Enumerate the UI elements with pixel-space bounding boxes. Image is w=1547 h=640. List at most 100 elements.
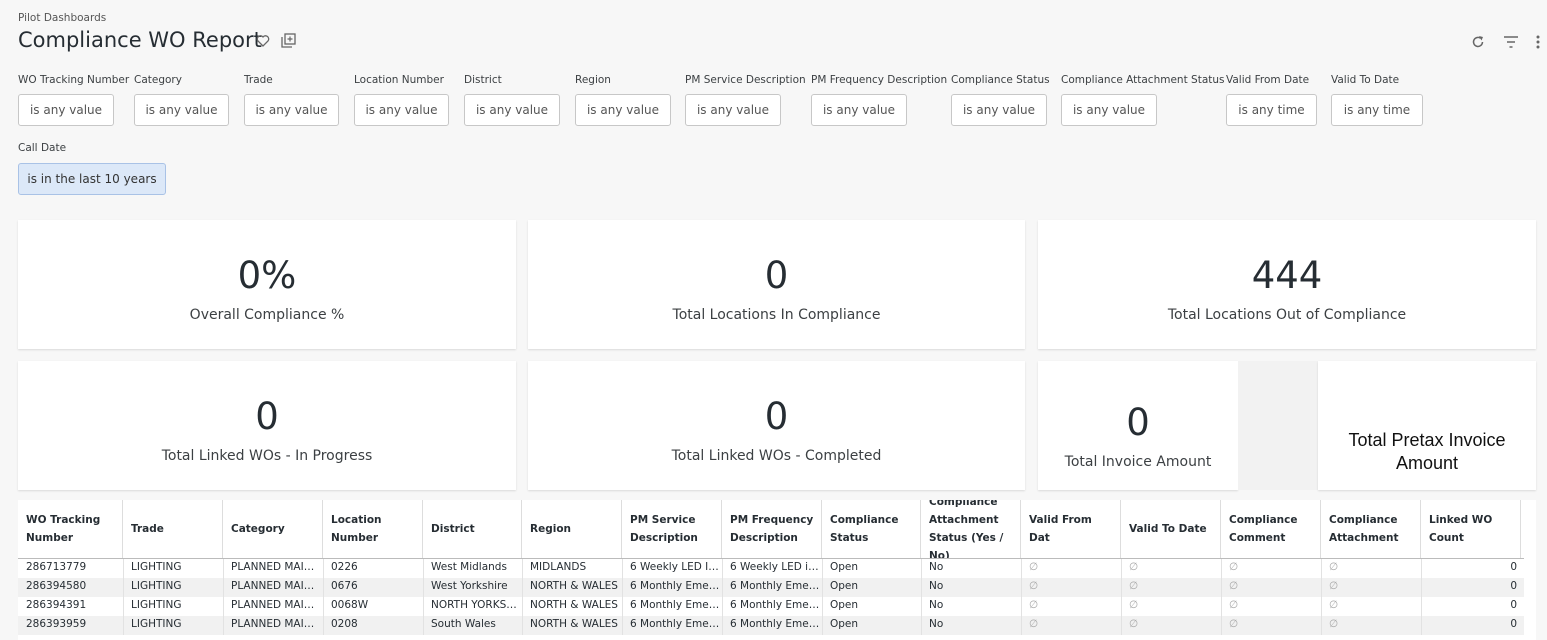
table-cell: Open [830,618,859,630]
column-header: Linked WO Count [1429,514,1493,544]
table-row[interactable] [18,559,1524,578]
table-row[interactable] [18,578,1524,597]
cell-border [822,578,823,597]
table-cell: ∅ [1229,561,1239,573]
cell-border [1421,597,1422,616]
cell-border [223,616,224,635]
filter-input[interactable]: is any value [464,94,560,126]
filter-input[interactable]: is any value [575,94,671,126]
tile-value: 0% [237,254,297,297]
filter-label: PM Frequency Description [811,74,948,86]
table-cell: NORTH YORKS… [431,599,517,611]
cell-border [1021,616,1022,635]
table-row[interactable] [18,597,1524,616]
cell-border [921,559,922,578]
filter-input[interactable]: is any value [811,94,907,126]
table-cell: ∅ [1129,618,1139,630]
table-header-cell[interactable]: Valid From Dat [1021,500,1121,558]
table-cell: 6 Weekly LED in… [730,561,822,573]
cell-border [1121,597,1122,616]
column-header: Region [530,523,572,535]
table-cell: 0 [1510,599,1517,611]
cell-border [622,559,623,578]
tile-label: Total Locations In Compliance [672,307,881,323]
tile-label: Total Locations Out of Compliance [1167,307,1407,323]
cell-border [822,616,823,635]
table: WO Tracking Number Trade Category Location … [18,500,1536,640]
cell-border [323,559,324,578]
table-cell: ∅ [1029,580,1039,592]
filter-label: Valid From Date [1226,74,1310,86]
table-cell: ∅ [1329,561,1339,573]
filter-label: Region [575,74,611,86]
more-icon[interactable] [1535,34,1541,50]
table-cell: 286394391 [26,599,87,611]
cell-border [1421,559,1422,578]
table-cell: ∅ [1329,618,1339,630]
table-cell: 0068W [331,599,369,611]
table-cell: PLANNED MAI… [231,618,315,630]
table-cell: West Yorkshire [431,580,508,592]
table-cell: 0 [1510,561,1517,573]
table-header-cell[interactable]: WO Tracking Number [18,500,123,558]
column-header: Compliance Attachment [1329,514,1399,544]
table-cell: ∅ [1029,618,1039,630]
cell-border [1021,559,1022,578]
table-header-cell[interactable]: Valid To Date [1121,500,1221,558]
column-header: WO Tracking Number [26,514,101,544]
cell-border [123,616,124,635]
table-cell: Open [830,561,859,573]
table-cell: LIGHTING [131,561,182,573]
table-header-cell[interactable]: Compliance Attachment Status (Yes / No) [921,500,1021,562]
tile-value: 0 [255,395,279,438]
table-header-cell[interactable]: Region [522,500,622,558]
tile: 0 Total Linked WOs - In Progress [18,361,516,490]
table-header-cell[interactable]: Compliance Status [822,500,921,558]
column-header: Location Number [331,514,382,544]
filter-input[interactable]: is any value [244,94,339,126]
refresh-icon[interactable] [1471,35,1485,49]
filter-input[interactable]: is any value [354,94,449,126]
tile: 0 Total Locations In Compliance [528,220,1025,349]
table-cell: 0208 [331,618,358,630]
filter-input[interactable]: is any time [1226,94,1317,126]
cell-border [1321,559,1322,578]
cell-border [423,559,424,578]
copy-icon[interactable] [281,33,296,48]
table-header-cell[interactable]: Compliance Comment [1221,500,1321,558]
filter-label: Compliance Status [951,74,1050,86]
table-header-cell[interactable]: PM Service Description [622,500,722,558]
cell-border [1021,597,1022,616]
table-header-cell[interactable]: Category [223,500,323,558]
table-cell: Open [830,580,859,592]
column-header: Compliance Attachment Status (Yes / No) [929,500,1004,562]
table-header-cell[interactable]: Location Number [323,500,423,558]
cell-border [622,597,623,616]
filter-input[interactable]: is any value [1061,94,1157,126]
tile [1238,361,1318,490]
cell-border [423,597,424,616]
cell-border [622,578,623,597]
table-header-cell[interactable]: District [423,500,522,558]
table-header-cell[interactable]: Trade [123,500,223,558]
filter-icon[interactable] [1504,36,1518,48]
filter-input[interactable]: is any value [685,94,781,126]
filter-input[interactable]: is any time [1331,94,1423,126]
filter-input[interactable]: is in the last 10 years [18,163,166,195]
filter-input[interactable]: is any value [134,94,229,126]
table-cell: 6 Monthly Emer… [730,599,822,611]
breadcrumb[interactable]: Pilot Dashboards [18,12,107,24]
table-header-cell[interactable]: PM Frequency Description [722,500,822,558]
table-cell: LIGHTING [131,599,182,611]
table-header-cell[interactable]: Linked WO Count [1421,500,1521,558]
table-cell: 6 Monthly Emer… [630,618,722,630]
table-cell: 6 Monthly Emer… [730,580,822,592]
filter-input[interactable]: is any value [18,94,114,126]
table-row[interactable] [18,616,1524,635]
favorite-icon[interactable] [256,34,270,48]
filter-input[interactable]: is any value [951,94,1047,126]
cell-border [522,597,523,616]
table-header-cell[interactable]: Compliance Attachment [1321,500,1421,558]
tile-label: Total Linked WOs - In Progress [161,448,373,464]
cell-border [1021,578,1022,597]
